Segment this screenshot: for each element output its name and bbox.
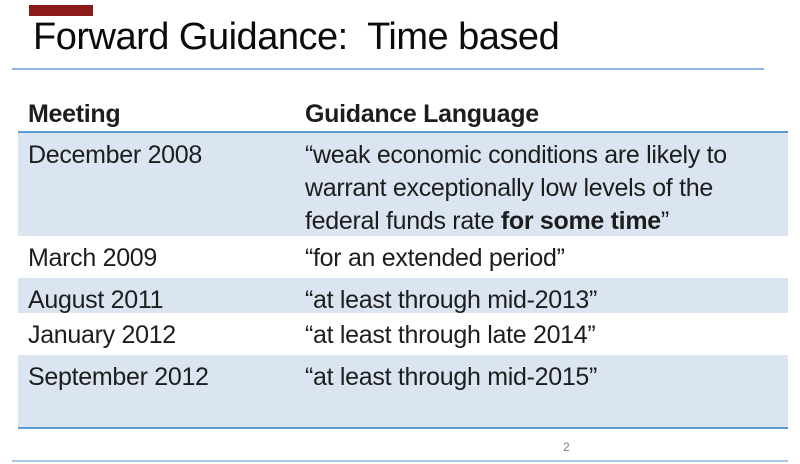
accent-bar <box>29 5 93 16</box>
title-divider <box>12 68 764 70</box>
guidance-text: “weak economic conditions are likely to … <box>305 141 727 235</box>
guidance-cell: “weak economic conditions are likely to … <box>295 133 788 236</box>
table-row: March 2009 “for an extended period” <box>18 236 788 278</box>
guidance-cell: “for an extended period” <box>305 244 565 272</box>
column-header-guidance: Guidance Language <box>305 100 539 128</box>
table-header-row: Meeting Guidance Language <box>18 95 788 133</box>
slide-title: Forward Guidance: Time based <box>33 16 560 58</box>
table-row: August 2011 “at least through mid-2013” <box>18 278 788 314</box>
table-row: January 2012 “at least through late 2014… <box>18 313 788 355</box>
page-number: 2 <box>563 440 570 454</box>
guidance-closing-quote: ” <box>660 207 669 235</box>
guidance-cell: “at least through mid-2015” <box>305 363 598 391</box>
meeting-cell: September 2012 <box>28 363 209 391</box>
meeting-cell: August 2011 <box>28 286 164 314</box>
table-row: September 2012 “at least through mid-201… <box>18 355 788 427</box>
guidance-cell: “at least through mid-2013” <box>305 286 598 314</box>
meeting-cell: December 2008 <box>28 141 202 169</box>
guidance-cell: “at least through late 2014” <box>305 321 596 349</box>
bottom-divider <box>12 460 788 462</box>
guidance-bold-text: for some time <box>500 207 661 235</box>
meeting-cell: March 2009 <box>28 244 158 272</box>
guidance-table: Meeting Guidance Language December 2008 … <box>18 95 788 429</box>
table-row: December 2008 “weak economic conditions … <box>18 133 788 236</box>
meeting-cell: January 2012 <box>28 321 176 349</box>
column-header-meeting: Meeting <box>28 100 121 128</box>
